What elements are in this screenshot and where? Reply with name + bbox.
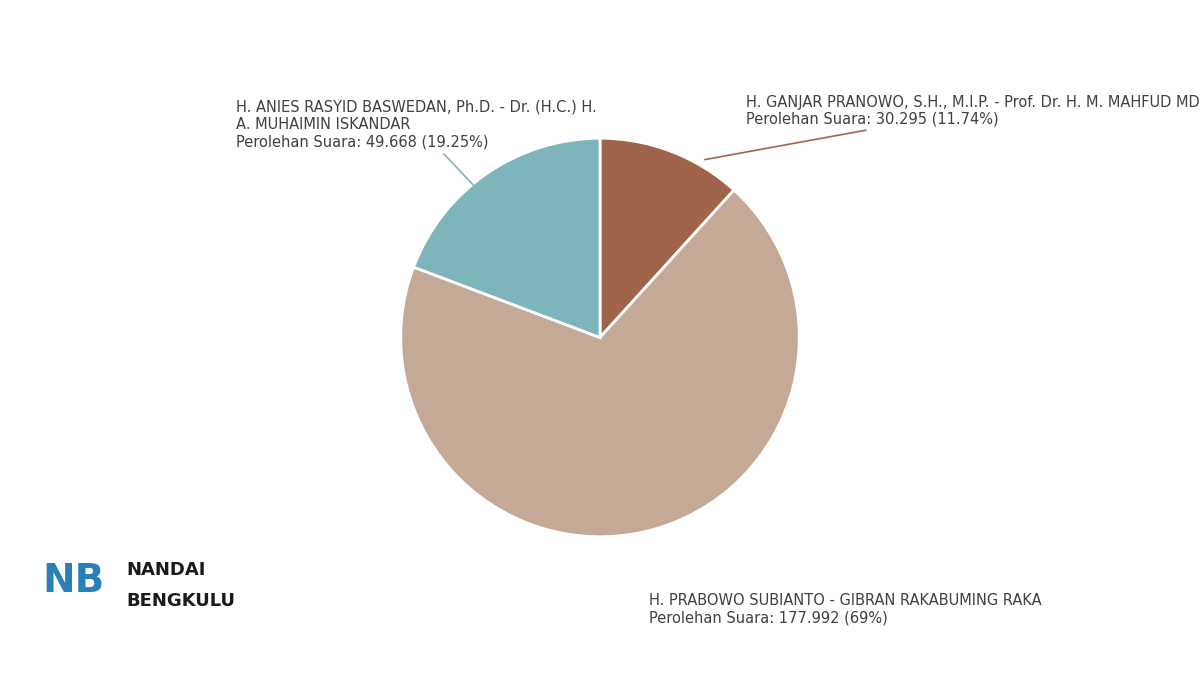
Wedge shape bbox=[414, 138, 600, 338]
Text: BENGKULU: BENGKULU bbox=[126, 592, 235, 610]
Text: NANDAI: NANDAI bbox=[126, 562, 205, 579]
Text: H. GANJAR PRANOWO, S.H., M.I.P. - Prof. Dr. H. M. MAHFUD MD
Perolehan Suara: 30.: H. GANJAR PRANOWO, S.H., M.I.P. - Prof. … bbox=[704, 95, 1200, 159]
Text: H. PRABOWO SUBIANTO - GIBRAN RAKABUMING RAKA
Perolehan Suara: 177.992 (69%): H. PRABOWO SUBIANTO - GIBRAN RAKABUMING … bbox=[649, 593, 1042, 625]
Text: NB: NB bbox=[42, 562, 104, 599]
Text: H. ANIES RASYID BASWEDAN, Ph.D. - Dr. (H.C.) H.
A. MUHAIMIN ISKANDAR
Perolehan S: H. ANIES RASYID BASWEDAN, Ph.D. - Dr. (H… bbox=[235, 99, 596, 209]
Wedge shape bbox=[401, 190, 799, 537]
Wedge shape bbox=[600, 138, 734, 338]
